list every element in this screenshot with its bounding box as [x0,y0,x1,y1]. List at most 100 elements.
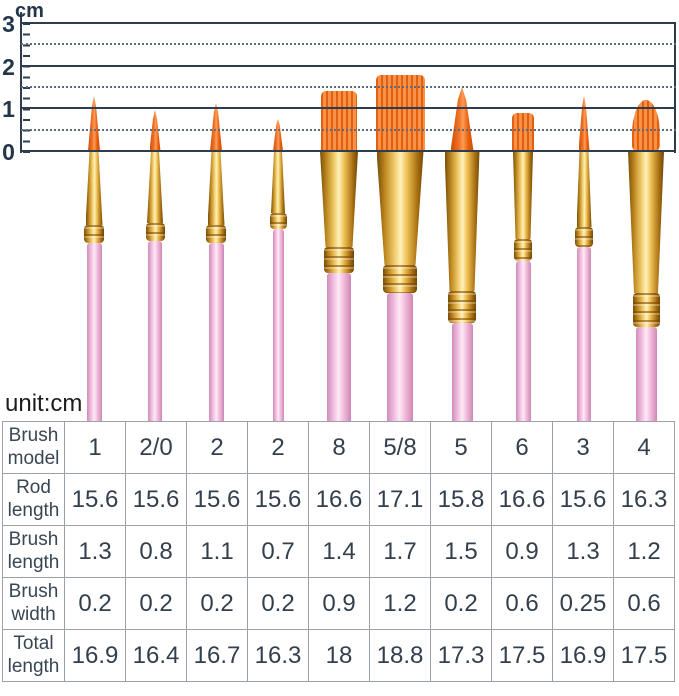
table-row-total-length: Total length 16.9 16.4 16.7 16.3 18 18.8… [2,629,675,682]
table-cell: 4 [613,421,675,474]
table-cell: 16.7 [186,629,248,682]
brush-6-handle [515,261,531,421]
brush-8-ferrule-crimp [324,247,354,273]
table-cell: 0.2 [247,577,309,630]
table-cell: 17.1 [369,473,431,526]
ruler-minor-ticks [23,23,30,154]
brush-5-handle [451,323,473,421]
brush-2a-ferrule-crimp [206,225,226,243]
table-cell: 1.4 [308,525,370,578]
table-cell: 2 [247,421,309,474]
table-cell: 5 [430,421,492,474]
brush-1-handle [86,243,102,421]
brush-5-8-ferrule [376,151,424,265]
brush-5-ferrule-crimp [448,291,476,323]
table-cell: 16.3 [613,473,675,526]
table-cell: 16.9 [552,629,614,682]
table-cell: 1.1 [186,525,248,578]
brush-8-bristles [321,91,357,151]
brush-8-ferrule [320,151,358,247]
table-cell: 15.6 [64,473,126,526]
brush-6-ferrule-crimp [514,239,532,261]
table-cell: 1.2 [369,577,431,630]
table-cell: 6 [491,421,553,474]
ruler-unit-label: cm [15,0,44,22]
brush-2a-bristles [210,103,222,151]
table-cell: 2 [186,421,248,474]
table-cell: 1 [64,421,126,474]
measurement-table: Brush model 1 2/0 2 2 8 5/8 5 6 3 4 Rod … [2,421,675,682]
table-cell: 16.4 [125,629,187,682]
table-cell: 0.25 [552,577,614,630]
brush-1-bristles [88,96,100,151]
table-cell: 0.2 [64,577,126,630]
ruler-dashed-line-2.5 [21,43,676,46]
table-cell: 1.2 [613,525,675,578]
table-row-brush-width: Brush width 0.2 0.2 0.2 0.2 0.9 1.2 0.2 … [2,577,675,630]
table-cell: 0.9 [308,577,370,630]
brush-5-ferrule [444,151,480,291]
brush-2-0-bristles [149,110,161,151]
brush-5-8-bristles [375,75,425,151]
brush-4-handle [635,327,657,421]
ruler-tick-label-0: 0 [2,139,15,165]
table-cell: 15.6 [552,473,614,526]
table-cell: 0.2 [430,577,492,630]
brush-5-8-handle [387,293,413,421]
table-cell: 15.8 [430,473,492,526]
table-row-rod-length: Rod length 15.6 15.6 15.6 15.6 16.6 17.1… [2,473,675,526]
row-label-brush-length: Brush length [2,525,65,578]
row-label-brush-width: Brush width [2,577,65,630]
table-cell: 0.7 [247,525,309,578]
brush-2b-ferrule-crimp [269,213,287,229]
brush-4-ferrule-crimp [632,293,660,327]
ruler-tick-label-1: 1 [2,96,15,122]
table-cell: 16.6 [491,473,553,526]
table-cell: 5/8 [369,421,431,474]
brush-2b-ferrule [271,151,285,213]
brush-4-bristles [632,100,660,151]
brush-2-0-ferrule-crimp [145,223,165,241]
table-cell: 15.6 [186,473,248,526]
ruler-major-line-3 [20,21,676,24]
table-cell: 0.9 [491,525,553,578]
table-cell: 0.6 [613,577,675,630]
brush-2-0-ferrule [147,151,163,223]
ruler-right-border [674,23,676,153]
brush-2a-handle [208,243,224,421]
table-cell: 16.3 [247,629,309,682]
table-row-model: Brush model 1 2/0 2 2 8 5/8 5 6 3 4 [2,421,675,474]
table-cell: 0.2 [125,577,187,630]
table-cell: 1.7 [369,525,431,578]
brush-3-bristles [578,96,590,151]
table-cell: 1.3 [552,525,614,578]
brush-5-bristles [450,87,474,151]
table-cell: 18 [308,629,370,682]
ruler-tick-label-3: 3 [2,11,15,37]
brush-5-8-ferrule-crimp [383,265,417,293]
brush-2b-bristles [273,119,283,151]
brush-2-0-handle [148,241,162,421]
brush-2a-ferrule [207,151,225,225]
table-cell: 0.2 [186,577,248,630]
table-cell: 17.5 [491,629,553,682]
brush-3-ferrule [576,151,592,227]
ruler-major-line-2 [20,64,676,67]
table-cell: 16.9 [64,629,126,682]
table-cell: 1.5 [430,525,492,578]
table-cell: 16.6 [308,473,370,526]
table-cell: 2/0 [125,421,187,474]
table-cell: 1.3 [64,525,126,578]
brush-6-ferrule [513,151,533,239]
table-cell: 0.6 [491,577,553,630]
table-cell: 17.5 [613,629,675,682]
ruler-dashed-line-1.5 [21,85,676,88]
brush-4-ferrule [628,151,664,293]
table-cell: 15.6 [125,473,187,526]
brush-1-ferrule-crimp [84,225,104,243]
brush-8-handle [327,273,351,421]
table-cell: 18.8 [369,629,431,682]
brush-1-ferrule [85,151,103,225]
table-cell: 3 [552,421,614,474]
table-cell: 17.3 [430,629,492,682]
